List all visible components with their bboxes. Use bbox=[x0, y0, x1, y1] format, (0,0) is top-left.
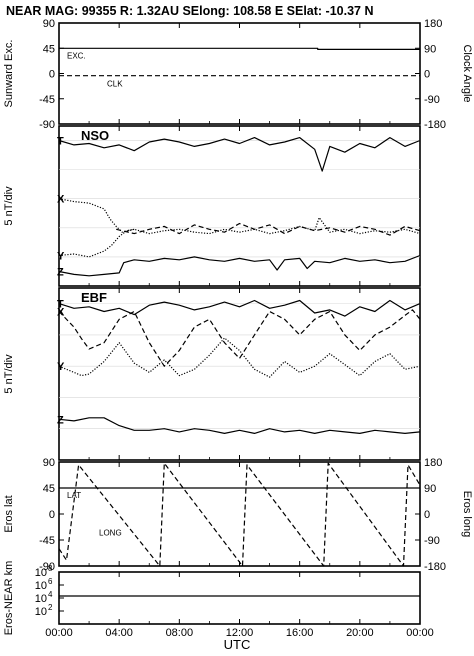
panel-NSO: 5 nT/div NSO T X YZ bbox=[3, 125, 421, 287]
series-label-lat: LAT bbox=[67, 491, 81, 500]
y-tick-label-right: -180 bbox=[424, 561, 446, 573]
series-label-y: Y bbox=[57, 250, 65, 262]
y-tick-label-left: 90 bbox=[43, 18, 55, 30]
y-axis-title-left: Eros lat bbox=[3, 495, 15, 532]
series-line-t bbox=[58, 299, 421, 317]
series-label-clk: CLK bbox=[107, 80, 123, 89]
y-tick-label-right: 90 bbox=[424, 483, 436, 495]
series-line-long bbox=[58, 462, 421, 567]
panel-sunward: 90 180 45 90 0 0 -45 -90 -90 -180 Sunward Exc. Cloc… bbox=[3, 18, 473, 131]
y-tick-label: 10 bbox=[35, 593, 47, 605]
y-tick-exponent: 8 bbox=[48, 564, 53, 573]
series-label-z: Z bbox=[57, 414, 64, 426]
series-label-y: Y bbox=[57, 361, 65, 373]
y-tick-label-left: -90 bbox=[39, 561, 55, 573]
y-tick-label: 10 bbox=[35, 567, 47, 579]
y-tick-label-right: 0 bbox=[424, 509, 430, 521]
series-label-x: X bbox=[57, 194, 65, 206]
series-line-x bbox=[58, 198, 421, 235]
y-axis-title: 5 nT/div bbox=[3, 354, 15, 394]
y-tick-label-right: -180 bbox=[424, 119, 446, 131]
panel-frame bbox=[58, 22, 421, 125]
y-axis-title-left: Sunward Exc. bbox=[3, 40, 15, 108]
panel-label: EBF bbox=[81, 290, 107, 305]
y-tick-label-left: 45 bbox=[43, 483, 55, 495]
series-label-t: T bbox=[57, 299, 64, 311]
series-line-x bbox=[58, 309, 421, 367]
series-line-x2 bbox=[116, 222, 421, 236]
y-tick-exponent: 4 bbox=[48, 590, 53, 599]
series-label-exc.: EXC. bbox=[67, 51, 86, 60]
x-tick-label: 04:00 bbox=[105, 627, 133, 639]
panels: 90 180 45 90 0 0 -45 -90 -90 -180 Sunward Exc. Cloc… bbox=[3, 18, 473, 635]
y-tick-label-left: 0 bbox=[49, 69, 55, 81]
y-axis-title: Eros-NEAR km bbox=[3, 561, 15, 636]
y-tick-label-right: -90 bbox=[424, 94, 440, 106]
x-axis-label: UTC bbox=[224, 637, 251, 652]
series-label-t: T bbox=[57, 136, 64, 148]
series-line-z bbox=[58, 417, 421, 434]
y-tick-label-left: -45 bbox=[39, 535, 55, 547]
series-line-z bbox=[58, 254, 421, 277]
panel-frame bbox=[58, 571, 421, 625]
y-tick-exponent: 6 bbox=[48, 577, 53, 586]
y-tick-label-right: 180 bbox=[424, 18, 442, 30]
y-tick-label-left: -45 bbox=[39, 94, 55, 106]
y-tick-label-right: 0 bbox=[424, 69, 430, 81]
series-line-y bbox=[58, 228, 135, 258]
series-label-long: LONG bbox=[99, 528, 122, 537]
series-line-t bbox=[58, 137, 421, 172]
x-tick-label: 16:00 bbox=[286, 627, 314, 639]
x-tick-label: 20:00 bbox=[346, 627, 374, 639]
series-line-exc. bbox=[59, 47, 420, 51]
x-tick-label: 00:00 bbox=[45, 627, 73, 639]
y-tick-label-right: -90 bbox=[424, 535, 440, 547]
x-tick-label: 12:00 bbox=[226, 627, 254, 639]
y-tick-label-left: 0 bbox=[49, 509, 55, 521]
panel-EBF: 5 nT/div EBF TX Y Z bbox=[3, 287, 421, 461]
y-tick-label-left: -90 bbox=[39, 119, 55, 131]
y-tick-label-left: 45 bbox=[43, 43, 55, 55]
panel-label: NSO bbox=[81, 128, 109, 143]
y-tick-label-right: 180 bbox=[424, 457, 442, 469]
panel-frame bbox=[58, 125, 421, 287]
y-axis-title-right: Clock Angle bbox=[461, 44, 473, 102]
panel-frame bbox=[58, 287, 421, 461]
series-line-y bbox=[58, 337, 421, 378]
x-tick-label: 08:00 bbox=[166, 627, 194, 639]
series-label-z: Z bbox=[57, 266, 64, 278]
x-tick-label: 00:00 bbox=[406, 627, 434, 639]
y-axis-title: 5 nT/div bbox=[3, 186, 15, 226]
y-tick-label-right: 90 bbox=[424, 43, 436, 55]
panel-eros: 90 180 45 90 0 0 -45 -90 -90 -180 Eros lat Eros lon… bbox=[3, 457, 473, 573]
y-axis-title-right: Eros long bbox=[461, 491, 473, 537]
y-tick-label: 10 bbox=[35, 606, 47, 618]
y-tick-exponent: 2 bbox=[48, 603, 53, 612]
x-axis: 00:00 04:00 08:00 12:00 16:00 20:00 00:00 bbox=[45, 627, 434, 639]
y-tick-label-left: 90 bbox=[43, 457, 55, 469]
y-tick-label: 10 bbox=[35, 580, 47, 592]
series-label-x: X bbox=[57, 306, 65, 318]
plot-title: NEAR MAG: 99355 R: 1.32AU SElong: 108.58… bbox=[6, 4, 374, 18]
